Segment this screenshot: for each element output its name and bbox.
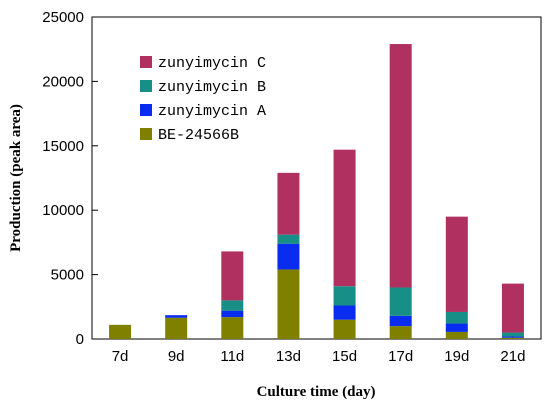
bar-segment bbox=[333, 286, 356, 306]
legend-swatch bbox=[140, 128, 152, 140]
x-tick-label: 21d bbox=[500, 348, 525, 365]
x-tick-label: 7d bbox=[112, 348, 129, 365]
plot-frame bbox=[91, 16, 542, 340]
x-tick-label: 19d bbox=[444, 348, 469, 365]
y-axis-title: Production (peak area) bbox=[8, 104, 24, 252]
legend-swatch bbox=[140, 80, 152, 92]
x-tick-label: 17d bbox=[388, 348, 413, 365]
bar-segment bbox=[445, 311, 468, 324]
legend-label: zunyimycin C bbox=[158, 55, 266, 72]
bar-segment bbox=[445, 331, 468, 339]
bar-segment bbox=[221, 300, 244, 311]
bar-segment bbox=[501, 283, 524, 333]
bar-segment bbox=[165, 317, 188, 339]
bar-segment bbox=[333, 149, 356, 287]
y-tick-label: 25000 bbox=[42, 9, 84, 26]
bar-segment bbox=[445, 323, 468, 332]
x-tick-label: 13d bbox=[276, 348, 301, 365]
bar-segment bbox=[109, 324, 132, 339]
x-tick-label: 15d bbox=[332, 348, 357, 365]
legend-swatch bbox=[140, 56, 152, 68]
bar-segment bbox=[277, 243, 300, 270]
bar-segment bbox=[445, 216, 468, 312]
x-axis-title: Culture time (day) bbox=[257, 384, 376, 400]
x-axis: 7d 9d 11d 13d 15d 17d 19d 21d bbox=[112, 334, 525, 365]
bar-segment bbox=[501, 336, 524, 338]
bar-segment bbox=[165, 315, 188, 318]
y-tick-label: 15000 bbox=[42, 138, 84, 155]
bar-segment bbox=[277, 269, 300, 339]
legend-label: zunyimycin A bbox=[158, 103, 266, 120]
x-tick-label: 11d bbox=[220, 348, 244, 365]
bar-segment bbox=[221, 251, 244, 301]
bars bbox=[109, 44, 524, 339]
bar-segment bbox=[221, 317, 244, 339]
y-tick-label: 10000 bbox=[42, 202, 84, 219]
legend-label: zunyimycin B bbox=[158, 79, 266, 96]
bar-segment bbox=[277, 172, 300, 235]
y-tick-label: 5000 bbox=[51, 267, 84, 284]
bar-segment bbox=[221, 310, 244, 318]
legend: zunyimycin C zunyimycin B zunyimycin A BE-2… bbox=[140, 55, 266, 144]
bar-segment bbox=[333, 319, 356, 339]
x-tick-label: 9d bbox=[168, 348, 185, 365]
y-tick-label: 0 bbox=[76, 331, 84, 348]
bar-segment bbox=[277, 234, 300, 244]
legend-label: BE-24566B bbox=[158, 127, 239, 144]
bar-segment bbox=[389, 315, 412, 327]
bar-segment bbox=[501, 337, 524, 339]
y-tick-label: 20000 bbox=[42, 73, 84, 90]
bar-segment bbox=[501, 332, 524, 337]
bar-segment bbox=[389, 44, 412, 288]
bar-segment bbox=[389, 326, 412, 339]
y-axis: 0 5000 10000 15000 20000 25000 bbox=[42, 9, 98, 348]
bar-segment bbox=[389, 287, 412, 316]
bar-segment bbox=[333, 305, 356, 320]
legend-swatch bbox=[140, 104, 152, 116]
